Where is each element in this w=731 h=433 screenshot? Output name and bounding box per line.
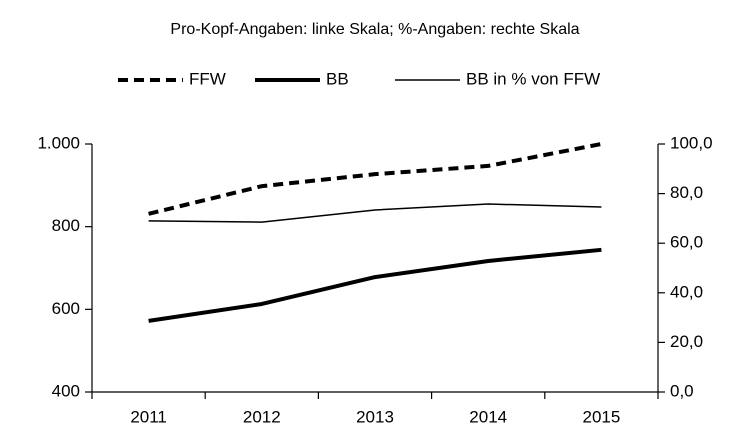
y2-tick-label: 40,0 <box>670 282 703 301</box>
x-tick-label: 2011 <box>130 407 167 426</box>
y2-tick-label: 60,0 <box>670 233 703 252</box>
x-tick-label: 2012 <box>243 407 281 426</box>
chart-title: Pro-Kopf-Angaben: linke Skala; %-Angaben… <box>170 21 579 38</box>
legend-label: FFW <box>189 69 226 88</box>
x-tick-label: 2013 <box>356 407 394 426</box>
y2-tick-label: 80,0 <box>670 183 703 202</box>
x-tick-label: 2015 <box>582 407 620 426</box>
y2-tick-label: 0,0 <box>670 381 694 400</box>
y-tick-label: 800 <box>52 216 80 235</box>
x-tick-label: 2014 <box>469 407 507 426</box>
y-tick-label: 1.000 <box>37 133 80 152</box>
series-line <box>148 142 602 216</box>
y2-tick-label: 20,0 <box>670 332 703 351</box>
legend-label: BB in % von FFW <box>466 69 600 88</box>
series-line <box>148 203 602 223</box>
y2-tick-label: 100,0 <box>670 133 713 152</box>
y-tick-label: 600 <box>52 299 80 318</box>
series-line <box>148 247 602 323</box>
legend-label: BB <box>326 69 349 88</box>
y-tick-label: 400 <box>52 381 80 400</box>
